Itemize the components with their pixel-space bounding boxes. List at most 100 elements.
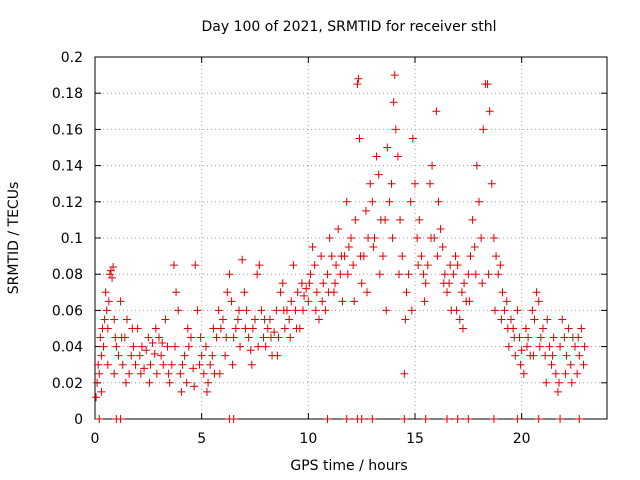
- data-point: [539, 324, 547, 333]
- data-point: [366, 179, 375, 188]
- data-point: [464, 415, 473, 423]
- data-point: [521, 324, 530, 333]
- data-point: [291, 306, 300, 315]
- axis-ticks: 0 0.02 0.04 0.06 0.08 0.1 0.12 0.14 0.16 0.18 0.2 0…: [52, 50, 607, 447]
- data-point: [308, 243, 317, 252]
- data-point: [342, 197, 351, 206]
- data-point: [255, 261, 264, 270]
- data-point: [95, 415, 104, 423]
- data-point: [257, 306, 266, 315]
- data-point: [171, 342, 179, 351]
- data-point: [150, 349, 159, 358]
- data-point: [159, 360, 168, 369]
- data-point: [580, 342, 589, 351]
- data-point: [483, 80, 492, 89]
- data-point: [93, 378, 102, 387]
- data-point: [184, 342, 193, 351]
- data-point: [530, 315, 539, 324]
- data-point: [163, 342, 172, 351]
- data-point: [129, 342, 138, 351]
- data-point: [229, 415, 238, 423]
- data-point: [315, 315, 323, 324]
- data-point: [436, 224, 445, 233]
- data-point: [382, 306, 391, 315]
- data-point: [513, 306, 522, 315]
- data-point: [516, 360, 525, 369]
- data-point: [466, 252, 475, 261]
- data-point: [406, 197, 415, 206]
- data-point: [280, 324, 289, 333]
- data-point: [137, 342, 146, 351]
- data-point: [104, 297, 113, 306]
- data-point: [577, 324, 586, 333]
- data-point: [455, 315, 464, 324]
- data-point: [183, 324, 192, 333]
- data-point: [306, 270, 315, 279]
- data-point: [427, 234, 435, 242]
- data-point: [118, 360, 127, 369]
- data-point: [385, 197, 394, 206]
- data-point: [472, 161, 481, 170]
- data-point: [338, 297, 347, 306]
- data-point: [157, 351, 166, 360]
- data-point: [575, 415, 584, 423]
- data-point: [542, 378, 551, 387]
- data-point: [193, 306, 202, 315]
- data-point: [560, 333, 569, 342]
- data-point: [110, 315, 119, 324]
- data-point: [489, 415, 498, 423]
- data-point: [274, 333, 283, 342]
- data-point: [407, 306, 416, 315]
- data-point: [272, 306, 281, 315]
- data-point: [497, 315, 506, 324]
- data-point: [231, 324, 240, 333]
- data-point: [478, 279, 487, 288]
- data-point: [451, 252, 460, 261]
- data-point: [534, 297, 543, 306]
- data-point: [381, 215, 390, 224]
- data-point: [513, 415, 522, 423]
- data-point: [528, 306, 537, 315]
- data-point: [357, 279, 366, 288]
- data-point: [420, 297, 429, 306]
- data-point: [208, 351, 217, 360]
- data-point: [109, 262, 118, 271]
- y-tick-label: 0.12: [52, 195, 83, 211]
- data-point: [433, 252, 442, 261]
- y-tick-label: 0.04: [52, 340, 83, 356]
- data-point: [347, 234, 355, 242]
- data-point: [504, 342, 513, 351]
- data-point: [92, 393, 101, 402]
- data-point: [172, 288, 181, 297]
- x-tick-label: 15: [406, 431, 424, 447]
- data-point: [127, 351, 136, 360]
- data-point: [267, 333, 275, 342]
- data-point: [167, 360, 176, 369]
- data-point: [300, 291, 309, 300]
- data-point: [434, 197, 443, 206]
- data-point: [197, 351, 206, 360]
- data-point: [383, 143, 392, 152]
- data-point: [135, 351, 144, 360]
- data-point: [440, 270, 449, 279]
- data-point: [398, 252, 407, 261]
- data-point: [270, 328, 279, 337]
- data-point: [214, 306, 223, 315]
- y-tick-label: 0.14: [52, 159, 83, 175]
- data-point: [464, 270, 473, 279]
- data-point: [191, 261, 200, 270]
- data-point: [331, 279, 339, 288]
- data-point: [235, 306, 243, 315]
- data-point: [566, 360, 575, 369]
- data-point: [415, 215, 424, 224]
- data-point: [311, 306, 320, 315]
- data-point: [354, 74, 363, 83]
- data-point: [370, 234, 379, 242]
- data-point: [180, 351, 189, 360]
- data-point: [225, 270, 234, 279]
- data-point: [479, 125, 488, 134]
- data-point: [413, 234, 422, 242]
- data-point: [368, 415, 377, 423]
- data-point: [368, 197, 377, 206]
- data-point: [443, 415, 451, 423]
